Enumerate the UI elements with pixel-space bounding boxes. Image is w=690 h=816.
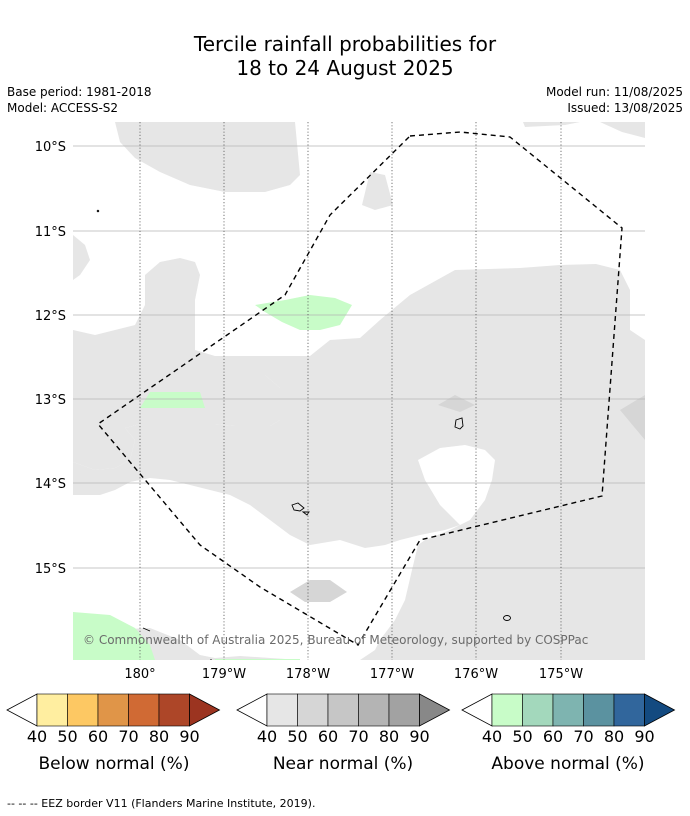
colorbar-tick-label: 70 [118, 727, 138, 746]
issued-text: Issued: 13/08/2025 [567, 101, 683, 115]
colorbar-segment [36, 693, 68, 727]
colorbar-extend-high [419, 693, 451, 727]
colorbar-near-normal-label: Near normal (%) [272, 754, 414, 774]
colorbar-tick-label: 80 [149, 727, 169, 746]
lon-label: 176°W [454, 667, 498, 682]
eez-footnote: -- -- -- EEZ border V11 (Flanders Marine… [7, 797, 316, 810]
model-text: Model: ACCESS-S2 [7, 101, 119, 115]
colorbar-extend-high [189, 693, 221, 727]
colorbar-segment [613, 693, 645, 727]
colorbar-tick-label: 50 [57, 727, 77, 746]
lat-label: 13°S [35, 393, 66, 408]
lon-label: 178°W [286, 667, 330, 682]
latitude-gridlines [73, 145, 645, 569]
colorbar-segment [358, 693, 390, 727]
above-normal-regions [73, 295, 352, 660]
base-period-text: Base period: 1981-2018 [7, 85, 152, 99]
colorbar-segment [583, 693, 615, 727]
lon-label: 180° [124, 667, 155, 682]
colorbar-tick-label: 80 [379, 727, 399, 746]
colorbar-segment [97, 693, 129, 727]
colorbar-below-normal-label: Below normal (%) [38, 754, 190, 774]
colorbar-tick-label: 70 [348, 727, 368, 746]
near-normal-50-regions [290, 395, 645, 602]
forecast-map: © Commonwealth of Australia 2025, Bureau… [35, 122, 645, 682]
colorbar-segment [327, 693, 359, 727]
colorbar-near-normal: 40 50 60 70 80 90 [236, 693, 451, 746]
colorbar-tick-label: 80 [604, 727, 624, 746]
island-outlines [96, 209, 511, 660]
colorbar-extend-low [6, 693, 38, 727]
colorbar-tick-label: 90 [634, 727, 654, 746]
longitude-labels: 180° 179°W 178°W 177°W 176°W 175°W [124, 667, 583, 682]
colorbar-extend-low [236, 693, 268, 727]
colorbar-segment [158, 693, 190, 727]
colorbar-segment [128, 693, 160, 727]
colorbar-tick-label: 60 [543, 727, 563, 746]
map-plot-area: © Commonwealth of Australia 2025, Bureau… [73, 122, 645, 660]
colorbar-tick-label: 60 [88, 727, 108, 746]
colorbar-tick-label: 40 [482, 727, 502, 746]
colorbar-below-normal: 40 50 60 70 80 90 [6, 693, 221, 746]
colorbar-segment [522, 693, 554, 727]
map-title-line1: Tercile rainfall probabilities for [193, 32, 497, 56]
lon-label: 175°W [539, 667, 583, 682]
map-title-line2: 18 to 24 August 2025 [236, 56, 454, 80]
colorbar-tick-label: 90 [409, 727, 429, 746]
colorbar-tick-label: 50 [512, 727, 532, 746]
lon-label: 177°W [370, 667, 414, 682]
colorbar-tick-label: 60 [318, 727, 338, 746]
colorbar-tick-label: 90 [179, 727, 199, 746]
colorbar-segment [297, 693, 329, 727]
lat-label: 14°S [35, 477, 66, 492]
near-normal-regions [73, 122, 645, 660]
colorbar-segment [388, 693, 420, 727]
lat-label: 10°S [35, 140, 66, 155]
longitude-gridlines [139, 122, 562, 660]
colorbar-segment [266, 693, 298, 727]
colorbar-segment [491, 693, 523, 727]
model-run-text: Model run: 11/08/2025 [545, 85, 683, 99]
lat-label: 11°S [35, 225, 66, 240]
colorbar-extend-high [644, 693, 676, 727]
colorbars: 40 50 60 70 80 90 40 50 60 70 80 90 40 50 60 70 80 90 [6, 693, 676, 746]
colorbar-tick-label: 50 [287, 727, 307, 746]
colorbar-above-normal: 40 50 60 70 80 90 [461, 693, 676, 746]
lon-label: 179°W [202, 667, 246, 682]
eez-border [96, 131, 623, 646]
latitude-labels: 10°S 11°S 12°S 13°S 14°S 15°S [35, 140, 66, 577]
colorbar-above-normal-label: Above normal (%) [491, 754, 645, 774]
colorbar-segment [67, 693, 99, 727]
colorbar-tick-label: 40 [257, 727, 277, 746]
lat-label: 12°S [35, 309, 66, 324]
copyright-notice: © Commonwealth of Australia 2025, Bureau… [83, 633, 588, 647]
colorbar-tick-label: 40 [27, 727, 47, 746]
lat-label: 15°S [35, 562, 66, 577]
colorbar-extend-low [461, 693, 493, 727]
colorbar-segment [552, 693, 584, 727]
colorbar-tick-label: 70 [573, 727, 593, 746]
